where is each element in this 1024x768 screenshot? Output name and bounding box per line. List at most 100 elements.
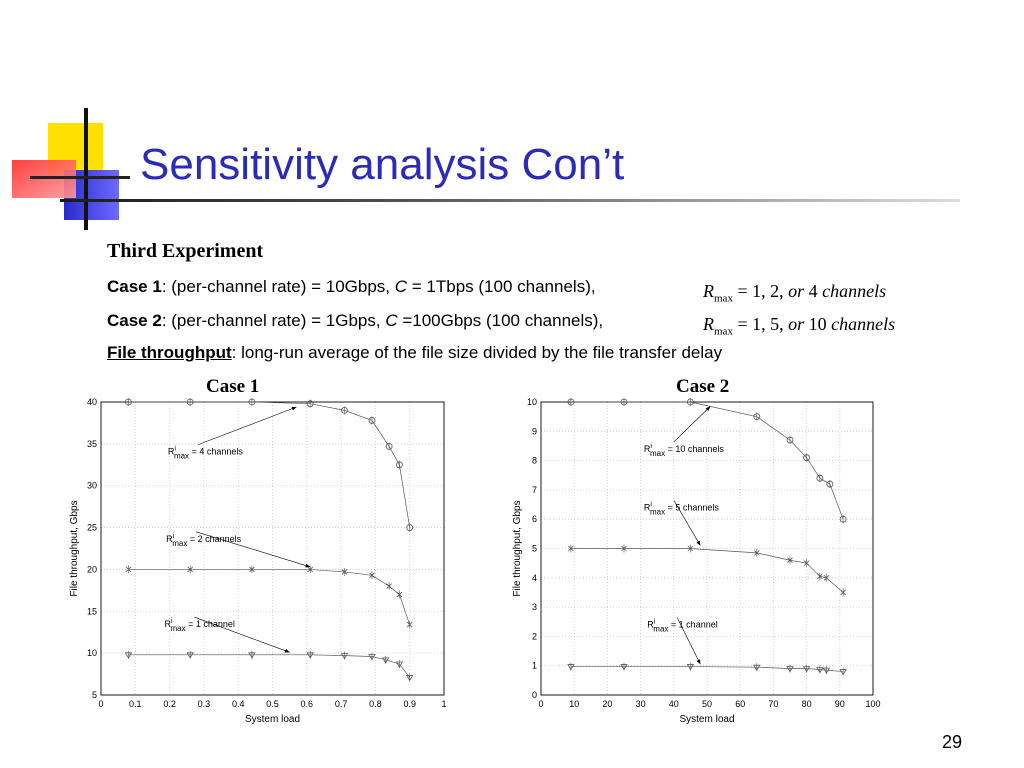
series-line: [128, 569, 411, 625]
annotation-arrowhead: [305, 563, 311, 568]
case1-formula-vals: 4: [804, 281, 823, 301]
case1-formula-var: R: [703, 281, 714, 301]
data-point-triangle: [802, 666, 811, 673]
y-tick-label: 5: [532, 544, 537, 554]
y-tick-label: 3: [532, 602, 537, 612]
data-point-triangle: [306, 652, 314, 659]
y-tick-label: 7: [532, 485, 537, 495]
data-point-x: [568, 545, 574, 552]
data-point-x: [840, 589, 846, 596]
y-axis-label: File throughput, Gbps: [512, 500, 523, 596]
data-point-circle: [385, 442, 393, 450]
data-point-x: [125, 566, 132, 573]
y-tick-label: 10: [87, 648, 97, 658]
case2-text-a: : (per-channel rate) = 1Gbps,: [161, 311, 386, 330]
data-point-x: [369, 572, 375, 579]
data-point-circle: [186, 398, 194, 406]
y-tick-label: 2: [532, 631, 537, 641]
data-point-x: [621, 545, 627, 552]
case2-formula-sub: max: [714, 325, 733, 338]
annotation-label: Ri max = 1 channel: [164, 618, 234, 633]
experiment-heading: Third Experiment: [107, 240, 264, 262]
x-tick-label: 0: [98, 699, 103, 709]
x-tick-label: 0.8: [369, 699, 382, 709]
x-tick-label: 0.2: [163, 699, 176, 709]
data-point-circle: [839, 515, 847, 523]
case1-text-b: = 1Tbps (100 channels),: [407, 277, 596, 296]
case2-formula-or: or: [788, 314, 805, 334]
data-point-triangle: [340, 653, 349, 660]
y-tick-label: 15: [87, 606, 97, 616]
data-point-circle: [341, 406, 348, 414]
case2-formula: Rmax = 1, 5, or 10 channels: [703, 314, 895, 338]
series-line: [570, 666, 844, 672]
x-tick-label: 60: [735, 699, 745, 709]
data-point-x: [396, 591, 403, 598]
file-throughput-term: File throughput: [107, 343, 232, 362]
data-point-circle: [125, 398, 132, 406]
x-tick-label: 10: [569, 699, 579, 709]
data-point-x: [817, 573, 823, 580]
y-tick-label: 8: [532, 456, 537, 466]
annotation-arrowhead: [705, 406, 711, 412]
case1-text-a: : (per-channel rate) = 10Gbps,: [161, 277, 395, 296]
data-point-triangle: [839, 669, 847, 676]
x-tick-label: 1: [441, 699, 446, 709]
x-tick-label: 0.4: [232, 699, 245, 709]
series-line: [128, 654, 410, 678]
data-point-circle: [306, 400, 314, 408]
case2-formula-vals: 10: [804, 314, 832, 334]
x-tick-label: 0.5: [266, 699, 279, 709]
data-point-triangle: [567, 664, 575, 671]
data-point-circle: [406, 524, 414, 531]
case1-formula: Rmax = 1, 2, or 4 channels: [703, 281, 886, 305]
page-number: 29: [942, 732, 963, 752]
annotation-label: Ri max = 1 channel: [647, 619, 717, 634]
x-tick-label: 0.7: [335, 699, 348, 709]
x-tick-label: 50: [702, 699, 712, 709]
data-point-x: [307, 566, 314, 573]
data-point-x: [803, 560, 810, 566]
data-point-triangle: [368, 654, 376, 661]
data-point-triangle: [753, 664, 761, 671]
y-tick-label: 10: [527, 397, 537, 407]
data-point-circle: [620, 398, 628, 406]
case2-formula-var: R: [703, 314, 714, 334]
case2-label: Case 2: [107, 311, 162, 330]
case2-formula-rest: = 1, 5,: [732, 314, 789, 334]
x-axis-label: System load: [679, 714, 734, 725]
y-tick-label: 40: [87, 397, 97, 407]
case1-formula-sub: max: [714, 292, 733, 305]
data-point-x: [386, 583, 392, 589]
chart2-title: Case 2: [676, 376, 730, 397]
x-tick-label: 30: [636, 699, 646, 709]
data-point-circle: [396, 461, 403, 469]
case1-formula-rest: = 1, 2,: [732, 281, 789, 301]
x-tick-label: 0.9: [403, 699, 416, 709]
annotation-label: Ri max = 5 channels: [644, 501, 719, 516]
slide-title: Sensitivity analysis Con’t: [140, 140, 625, 189]
case1-var: C: [394, 277, 408, 296]
annotation-arrowhead: [696, 659, 701, 665]
data-point-circle: [803, 454, 810, 462]
y-tick-label: 30: [87, 481, 97, 491]
x-tick-label: 0.1: [129, 699, 142, 709]
data-point-circle: [567, 398, 575, 406]
annotation-arrow: [673, 406, 711, 443]
annotation-arrow: [676, 617, 701, 665]
data-point-x: [754, 550, 760, 556]
x-tick-label: 80: [802, 699, 812, 709]
data-point-x: [341, 569, 348, 575]
y-tick-label: 25: [87, 523, 97, 533]
plot-frame: [540, 401, 874, 696]
data-point-x: [249, 566, 255, 573]
data-point-triangle: [381, 657, 390, 664]
annotation-arrowhead: [284, 648, 290, 653]
data-point-circle: [753, 413, 761, 421]
data-point-circle: [826, 480, 834, 488]
y-tick-label: 0: [532, 690, 537, 700]
x-axis-label: System load: [245, 714, 300, 725]
case1-label: Case 1: [107, 277, 162, 296]
chart2-plot: 0 10 20 30 40 50 60 70 80 90 100 0 1 2 3 4 5 6 7 8 9 10 System…: [512, 397, 881, 725]
